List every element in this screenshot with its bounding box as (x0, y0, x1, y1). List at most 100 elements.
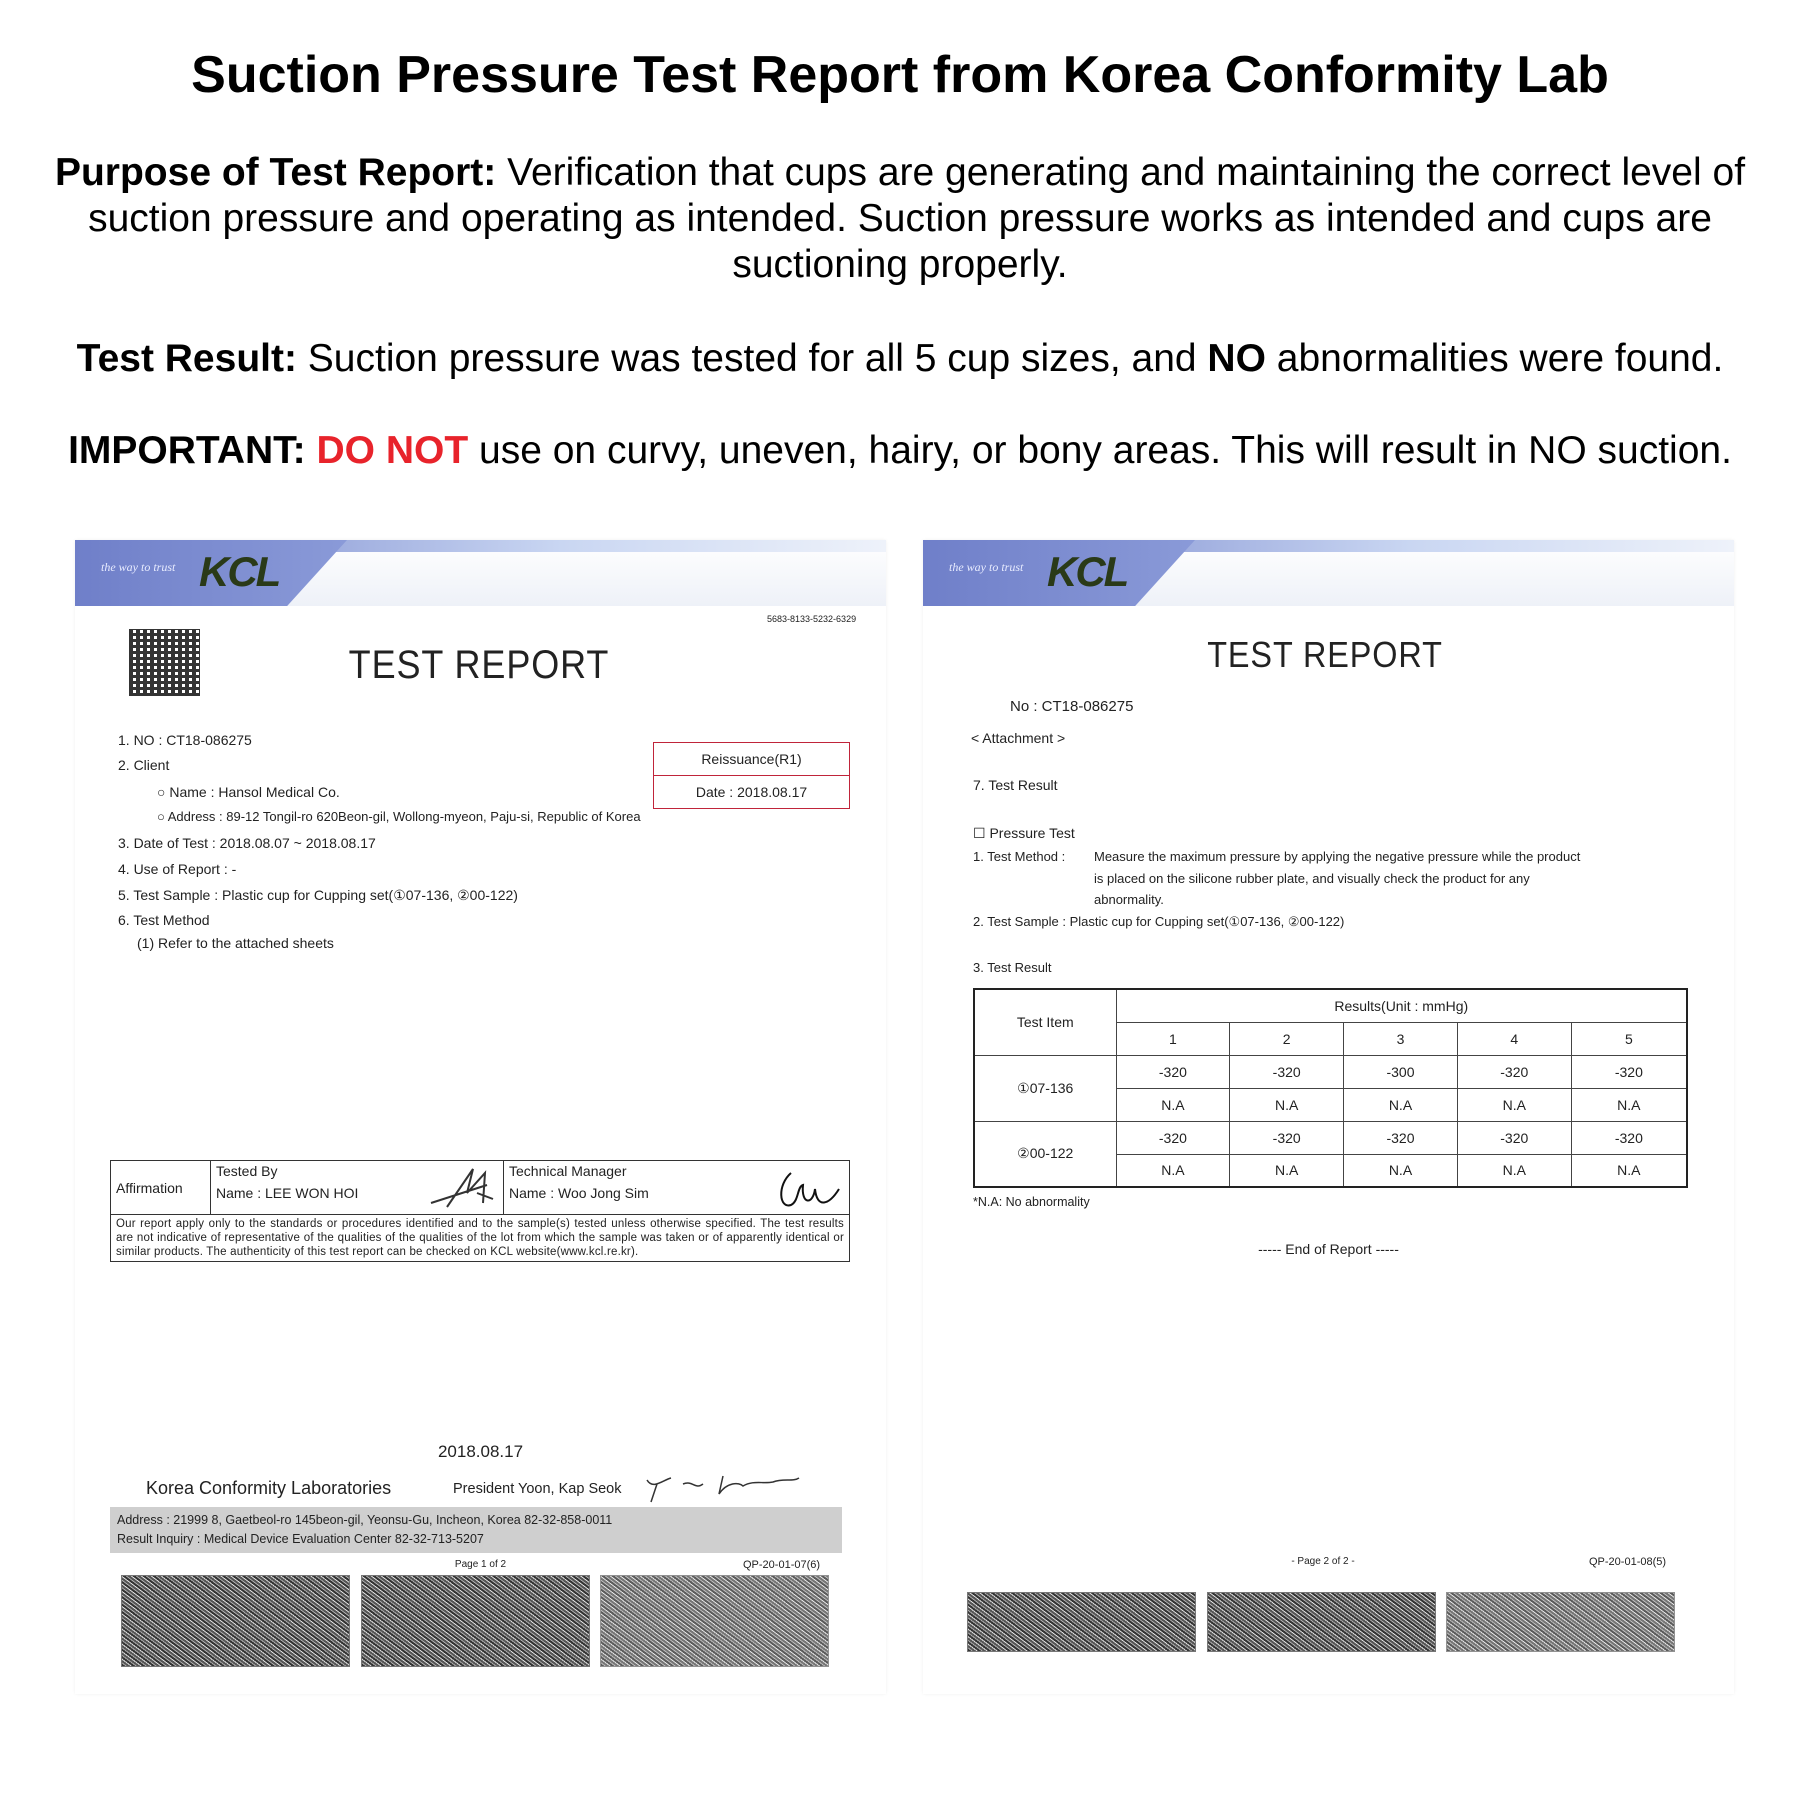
president: President Yoon, Kap Seok (453, 1481, 622, 1497)
reissuance-date: Date : 2018.08.17 (695, 783, 808, 800)
result-heading: 3. Test Result (973, 960, 1052, 975)
result-text-end: abnormalities were found. (1265, 337, 1724, 380)
report-title: TEST REPORT (348, 643, 610, 687)
page-number: - Page 2 of 2 - (1291, 1556, 1355, 1567)
status-value: N.A (1229, 1153, 1345, 1188)
test-sample: 2. Test Sample : Plastic cup for Cupping… (973, 914, 1345, 929)
client-name: ○ Name : Hansol Medical Co. (157, 784, 340, 800)
status-value: N.A (1343, 1153, 1458, 1188)
test-sample: 5. Test Sample : Plastic cup for Cupping… (118, 887, 518, 903)
test-item-header: Test Item (973, 988, 1117, 1056)
affirmation-label: Affirmation (110, 1160, 211, 1215)
test-method-line: is placed on the silicone rubber plate, … (1094, 871, 1530, 886)
client-address: ○ Address : 89-12 Tongil-ro 620Beon-gil,… (157, 809, 641, 824)
test-method-label: 1. Test Method : (973, 849, 1066, 864)
kcl-banner: the way to trust KCL (75, 540, 886, 606)
status-value: N.A (1229, 1087, 1345, 1122)
disclaimer: Our report apply only to the standards o… (110, 1214, 850, 1262)
page-number: Page 1 of 2 (454, 1559, 507, 1570)
table-row: N.A N.A N.A N.A N.A (974, 1153, 1688, 1188)
form-number: QP-20-01-07(6) (743, 1559, 821, 1571)
important-paragraph: IMPORTANT: DO NOT use on curvy, uneven, … (0, 428, 1800, 474)
pressure-test-heading: ☐ Pressure Test (973, 825, 1075, 841)
pressure-value: -320 (1229, 1054, 1345, 1089)
kcl-banner: the way to trust KCL (923, 540, 1734, 606)
important-label: IMPORTANT: (68, 429, 306, 472)
pressure-value: -320 (1456, 1054, 1572, 1089)
table-row: ①07-136 -320 -320 -300 -320 -320 (973, 1054, 1688, 1122)
kcl-tagline: the way to trust (949, 560, 1024, 574)
issue-date: 2018.08.17 (437, 1442, 524, 1461)
na-note: *N.A: No abnormality (973, 1195, 1090, 1209)
status-value: N.A (1456, 1153, 1572, 1188)
reissuance-label: Reissuance(R1) (654, 743, 849, 776)
result-inquiry: Result Inquiry : Medical Device Evaluati… (117, 1532, 484, 1546)
manager-name: Name : Woo Jong Sim (509, 1185, 649, 1201)
kcl-logo: KCL (1047, 548, 1129, 595)
status-value: N.A (1570, 1087, 1688, 1122)
pressure-value: -320 (1570, 1120, 1688, 1155)
pressure-value: -300 (1343, 1054, 1458, 1089)
barcode (1207, 1592, 1436, 1652)
test-method-ref: (1) Refer to the attached sheets (137, 935, 334, 951)
pressure-value: -320 (1570, 1054, 1688, 1089)
results-header: Results(Unit : mmHg) (1115, 988, 1688, 1023)
result-label: Test Result: (76, 337, 297, 380)
table-row: ②00-122 -320 -320 -320 -320 -320 (973, 1120, 1688, 1188)
form-number: QP-20-01-08(5) (1589, 1556, 1667, 1568)
status-value: N.A (1115, 1087, 1231, 1122)
lab-address: Address : 21999 8, Gaetbeol-ro 145beon-g… (117, 1513, 613, 1527)
end-of-report: ----- End of Report ----- (1258, 1241, 1399, 1257)
tested-by-label: Tested By (216, 1163, 278, 1179)
tester-name: Name : LEE WON HOI (216, 1185, 359, 1201)
result-no: NO (1207, 337, 1266, 380)
address-band: Address : 21999 8, Gaetbeol-ro 145beon-g… (110, 1507, 842, 1553)
column-header: 2 (1229, 1021, 1345, 1056)
report-page-2: the way to trust KCL TEST REPORT No : CT… (923, 540, 1734, 1694)
date-of-test: 3. Date of Test : 2018.08.07 ~ 2018.08.1… (118, 835, 376, 851)
manager-signature (780, 1172, 840, 1207)
page-title: Suction Pressure Test Report from Korea … (191, 46, 1609, 104)
barcode (967, 1592, 1196, 1652)
affirmation-table: Affirmation Tested By Name : LEE WON HOI … (110, 1160, 850, 1262)
report-no: 1. NO : CT18-086275 (118, 732, 252, 748)
row-item: ①07-136 (973, 1054, 1117, 1122)
status-value: N.A (1115, 1153, 1231, 1188)
result-text: Suction pressure was tested for all 5 cu… (296, 337, 1208, 380)
row-item: ②00-122 (973, 1120, 1117, 1188)
important-text: use on curvy, uneven, hairy, or bony are… (468, 429, 1732, 472)
test-method-line: abnormality. (1094, 892, 1164, 907)
pressure-value: -320 (1115, 1054, 1231, 1089)
test-method: 6. Test Method (118, 912, 210, 928)
barcode (361, 1575, 590, 1667)
barcode (121, 1575, 350, 1667)
status-value: N.A (1570, 1153, 1688, 1188)
serial-number: 5683-8133-5232-6329 (767, 614, 857, 624)
column-header: 3 (1343, 1021, 1458, 1056)
barcode (1446, 1592, 1675, 1652)
barcode (600, 1575, 829, 1667)
test-method-line: Measure the maximum pressure by applying… (1094, 849, 1581, 864)
column-header: 4 (1456, 1021, 1572, 1056)
use-of-report: 4. Use of Report : - (118, 861, 237, 877)
pressure-value: -320 (1456, 1120, 1572, 1155)
report-title: TEST REPORT (1207, 634, 1443, 675)
president-signature (646, 1475, 800, 1503)
report-no: No : CT18-086275 (1010, 698, 1134, 715)
do-not-warning: DO NOT (316, 429, 469, 472)
kcl-tagline: the way to trust (101, 560, 176, 574)
pressure-value: -320 (1115, 1120, 1231, 1155)
report-page-1: the way to trust KCL 5683-8133-5232-6329… (75, 540, 886, 1694)
status-value: N.A (1343, 1087, 1458, 1122)
kcl-logo: KCL (199, 548, 281, 595)
tester-signature (430, 1168, 494, 1208)
pressure-value: -320 (1229, 1120, 1345, 1155)
manager-label: Technical Manager (509, 1163, 627, 1179)
attachment-label: < Attachment > (971, 730, 1066, 746)
purpose-paragraph: Purpose of Test Report: Verification tha… (0, 150, 1800, 288)
result-paragraph: Test Result: Suction pressure was tested… (0, 336, 1800, 382)
manager-cell: Technical Manager Name : Woo Jong Sim (503, 1160, 850, 1215)
purpose-text: Verification that cups are generating an… (88, 151, 1746, 286)
pressure-value: -320 (1343, 1120, 1458, 1155)
